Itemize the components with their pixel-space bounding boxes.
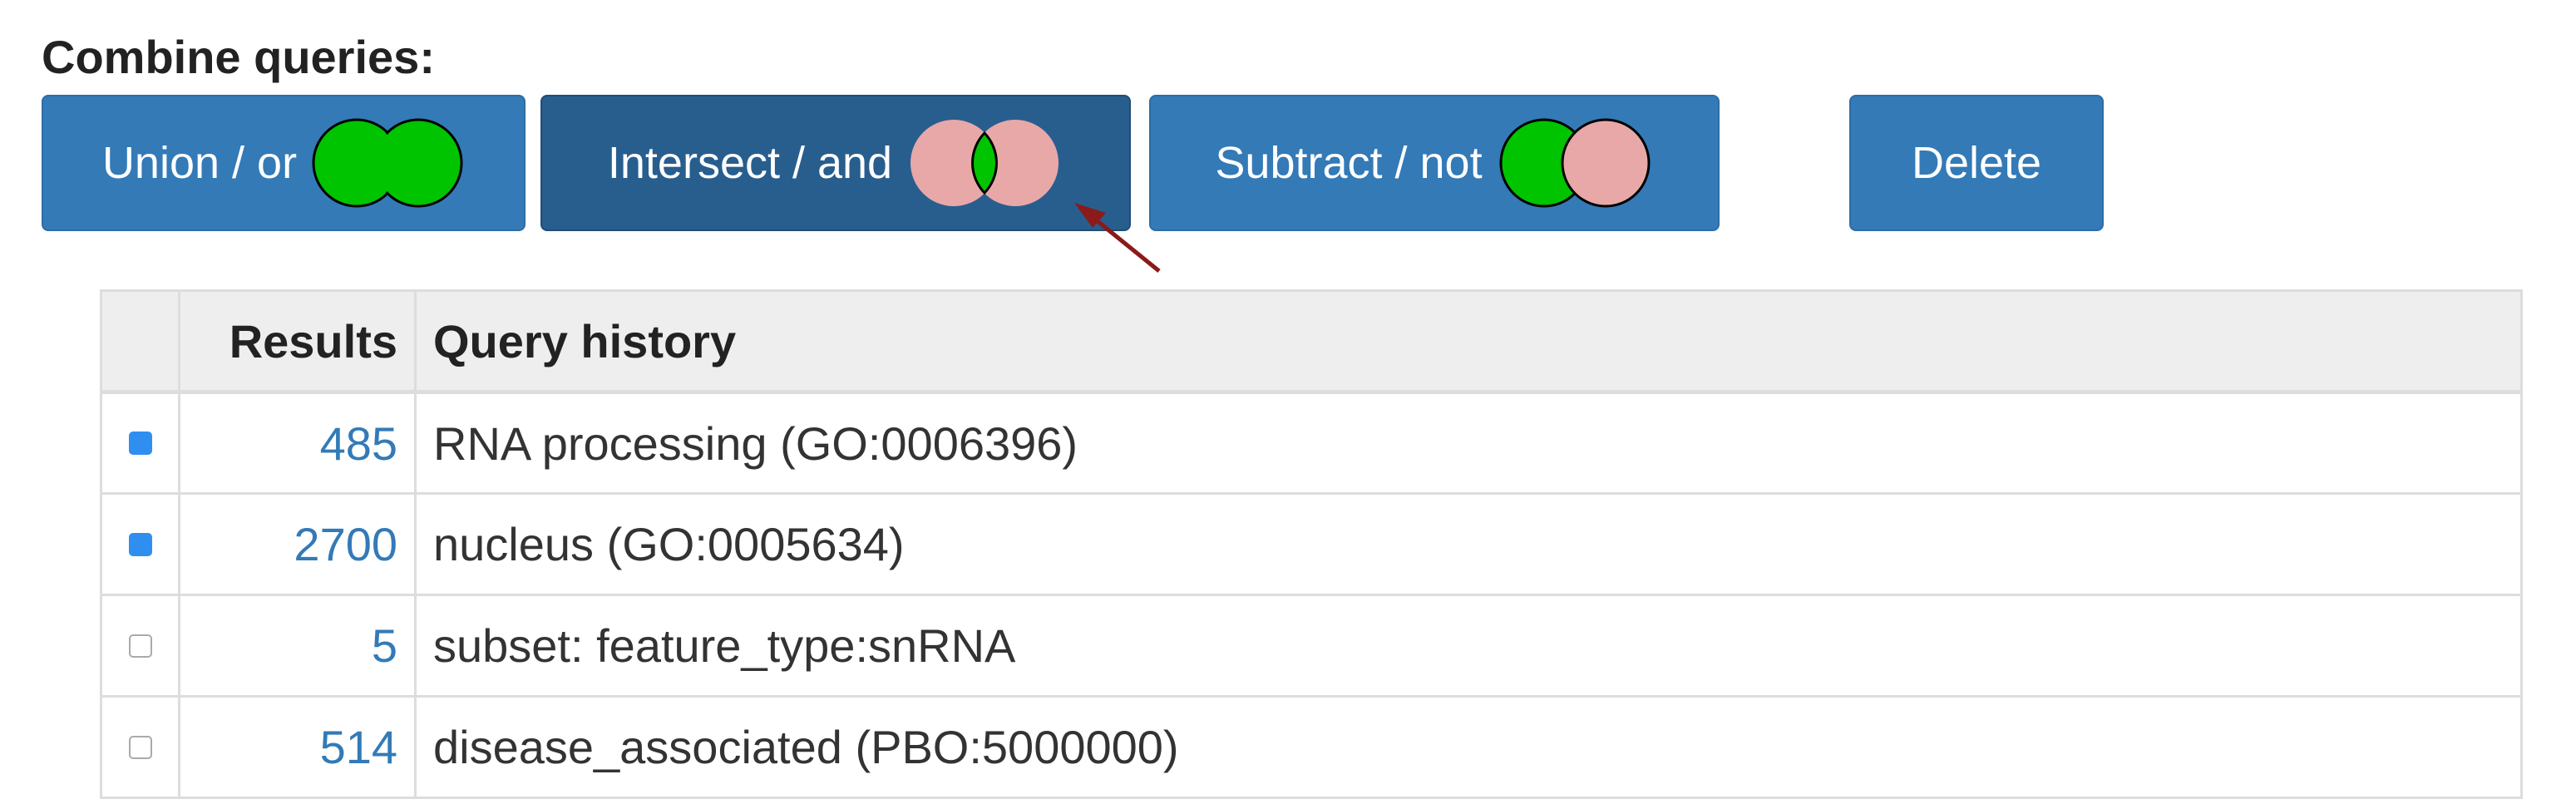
checkbox[interactable] (128, 532, 152, 572)
button-label: Subtract / not (1215, 138, 1483, 188)
results-link[interactable]: 2700 (294, 518, 397, 570)
intersect-button[interactable]: Intersect / and (540, 95, 1131, 231)
results-cell: 485 (178, 391, 417, 495)
header-row: Results Query history (100, 289, 2523, 394)
checkbox[interactable] (128, 634, 152, 658)
table-row: 5 subset: feature_type:snRNA (100, 594, 2523, 698)
intersect-icon (910, 120, 1059, 206)
column-header: Results (178, 289, 417, 394)
subtract-icon (1499, 118, 1651, 208)
checkbox-cell (100, 492, 180, 596)
column-header (100, 289, 180, 394)
check-mark (132, 456, 149, 471)
query-cell: RNA processing (GO:0006396) (414, 391, 2523, 495)
button-label: Intersect / and (607, 138, 893, 188)
checkbox[interactable] (128, 432, 152, 471)
checkbox[interactable] (128, 735, 152, 759)
results-link[interactable]: 5 (371, 619, 397, 672)
results-link[interactable]: 485 (319, 417, 397, 470)
checkbox-cell (100, 695, 180, 799)
checkbox-cell (100, 594, 180, 698)
results-cell: 2700 (178, 492, 417, 596)
table-row: 2700 nucleus (GO:0005634) (100, 492, 2523, 596)
button-label: Union / or (101, 138, 298, 188)
union-button[interactable]: Union / or (42, 95, 526, 231)
query-history-table: Results Query history 485 RNA processing (… (100, 289, 2523, 799)
button-label: Delete (1911, 138, 2042, 188)
query-cell: nucleus (GO:0005634) (414, 492, 2523, 596)
query-cell: disease_associated (PBO:5000000) (414, 695, 2523, 799)
table-row: 514 disease_associated (PBO:5000000) (100, 695, 2523, 799)
column-header: Query history (414, 289, 2523, 394)
results-link[interactable]: 514 (319, 721, 397, 773)
query-cell: subset: feature_type:snRNA (414, 594, 2523, 698)
page: Combine queries: Union / or Intersect / … (42, 31, 2523, 799)
subtract-button[interactable]: Subtract / not (1149, 95, 1720, 231)
checkbox-cell (100, 391, 180, 495)
results-cell: 514 (178, 695, 417, 799)
check-mark (132, 558, 149, 572)
delete-button[interactable]: Delete (1849, 95, 2104, 231)
results-cell: 5 (178, 594, 417, 698)
union-icon (312, 118, 463, 208)
section-title: Combine queries: (42, 31, 435, 83)
table-row: 485 RNA processing (GO:0006396) (100, 391, 2523, 495)
